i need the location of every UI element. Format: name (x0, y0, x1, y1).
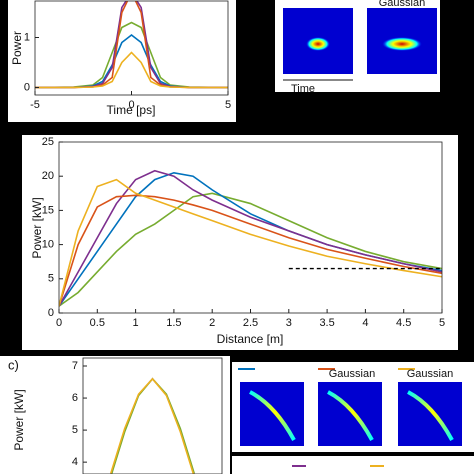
inset-bottom-legend-bg (232, 456, 474, 474)
inset-title: Gaussian (407, 368, 453, 380)
heatmap-streak (327, 390, 374, 441)
x-tick-label: 3.5 (319, 317, 334, 329)
heatmap-streak (249, 390, 296, 441)
x-tick-label: 4 (362, 317, 368, 329)
series-line (35, 51, 228, 89)
x-tick-label: 0 (128, 99, 134, 111)
heatmap-spot (382, 37, 422, 51)
plot-area (59, 169, 442, 307)
panel-b-bg (22, 135, 458, 350)
y-tick-label: 0 (48, 307, 54, 319)
heatmap-spot (306, 37, 330, 51)
plot-area (110, 377, 195, 474)
plot-area (35, 1, 228, 89)
x-tick-label: 1 (133, 317, 139, 329)
x-axis-label: Time [ps] (107, 103, 156, 117)
series-line (110, 377, 195, 474)
series-line (59, 178, 442, 307)
heatmap (240, 382, 304, 446)
x-tick-label: 0.5 (90, 317, 105, 329)
panel-label: c) (8, 357, 19, 372)
y-tick-label: 6 (72, 392, 78, 404)
y-tick-label: 10 (42, 239, 54, 251)
y-tick-label: 15 (42, 204, 54, 216)
y-axis-label: Power [kW] (12, 389, 26, 450)
x-tick-label: 0 (56, 317, 62, 329)
heatmap (398, 382, 462, 446)
x-tick-label: 2 (209, 317, 215, 329)
y-tick-label: 0 (24, 81, 30, 93)
x-tick-label: 3 (286, 317, 292, 329)
y-tick-label: 7 (72, 360, 78, 372)
x-axis-label: Distance [m] (217, 332, 284, 346)
heatmap (318, 382, 382, 446)
x-tick-label: -5 (30, 99, 40, 111)
y-tick-label: 4 (72, 456, 78, 468)
series-line (59, 169, 442, 307)
inset-title: Gaussian (329, 368, 375, 380)
y-tick-label: 25 (42, 136, 54, 148)
y-tick-label: 5 (72, 424, 78, 436)
panel-c-bg (0, 356, 230, 474)
inset-title: Gaussian (379, 0, 425, 9)
x-tick-label: 5 (439, 317, 445, 329)
series-line (59, 194, 442, 307)
x-tick-label: 1.5 (166, 317, 181, 329)
series-line (59, 192, 442, 307)
x-tick-label: 5 (225, 99, 231, 111)
panel-a-bg (8, 0, 236, 122)
y-axis-label: Power (10, 31, 24, 65)
y-axis-label: Power [kW] (30, 197, 44, 258)
x-tick-label: 2.5 (243, 317, 258, 329)
y-tick-label: 5 (48, 273, 54, 285)
series-line (35, 21, 228, 89)
axes-frame (82, 357, 223, 474)
y-tick-label: 20 (42, 170, 54, 182)
x-tick-label: 4.5 (396, 317, 411, 329)
y-tick-label: 1 (24, 31, 30, 43)
heatmap-streak (407, 390, 454, 441)
inset-axis-label: Time (291, 83, 315, 95)
